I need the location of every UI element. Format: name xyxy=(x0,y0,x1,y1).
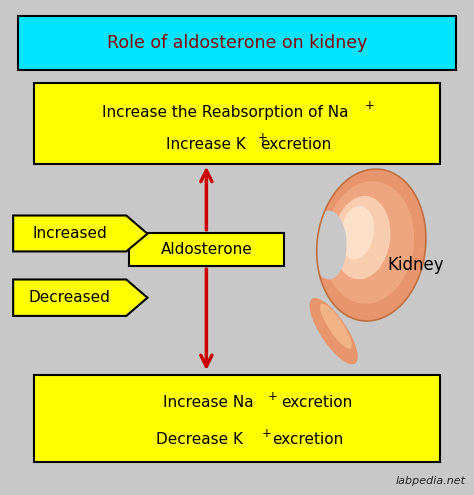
Text: labpedia.net: labpedia.net xyxy=(395,476,465,486)
Text: Increase K: Increase K xyxy=(166,137,246,151)
FancyBboxPatch shape xyxy=(35,83,439,164)
Text: Aldosterone: Aldosterone xyxy=(161,242,252,257)
Ellipse shape xyxy=(311,210,346,280)
Text: +: + xyxy=(258,131,268,144)
Text: +: + xyxy=(262,427,272,440)
Text: excretion: excretion xyxy=(260,137,331,151)
Ellipse shape xyxy=(340,206,374,259)
Text: excretion: excretion xyxy=(282,395,353,410)
FancyBboxPatch shape xyxy=(18,16,456,70)
Ellipse shape xyxy=(310,298,358,364)
Text: Increased: Increased xyxy=(32,226,107,241)
Text: excretion: excretion xyxy=(272,432,343,447)
Ellipse shape xyxy=(333,196,391,279)
Text: +: + xyxy=(365,99,375,112)
Polygon shape xyxy=(13,280,147,316)
FancyBboxPatch shape xyxy=(35,376,439,462)
Ellipse shape xyxy=(317,169,426,321)
Ellipse shape xyxy=(324,181,414,304)
Polygon shape xyxy=(13,215,147,251)
Ellipse shape xyxy=(320,303,352,349)
Text: Decreased: Decreased xyxy=(29,290,110,305)
Text: Kidney: Kidney xyxy=(388,256,445,274)
Text: Role of aldosterone on kidney: Role of aldosterone on kidney xyxy=(107,34,367,52)
FancyBboxPatch shape xyxy=(128,233,284,266)
Text: Increase Na: Increase Na xyxy=(164,395,254,410)
Text: Decrease K: Decrease K xyxy=(156,432,247,447)
Text: +: + xyxy=(268,390,277,402)
Text: Increase the Reabsorption of Na: Increase the Reabsorption of Na xyxy=(102,104,348,120)
